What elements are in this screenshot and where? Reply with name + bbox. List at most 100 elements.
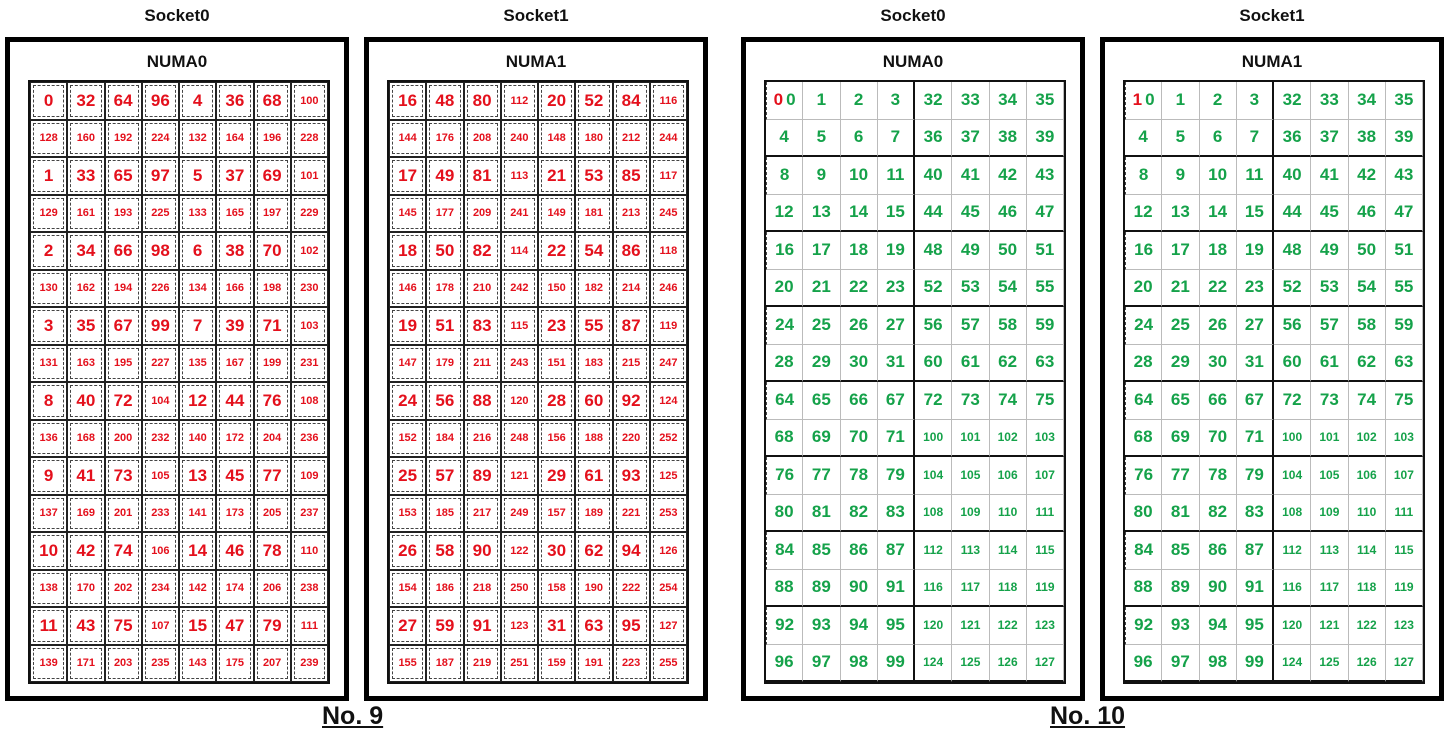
core-cell: 232	[141, 419, 179, 457]
core-cell: 236	[290, 419, 328, 457]
numa-marker: 0	[773, 90, 784, 110]
core-cell: 18	[389, 232, 427, 270]
core-cell: 76	[253, 382, 291, 420]
core-cell: 14	[840, 194, 878, 232]
core-cell: 92	[766, 607, 804, 645]
core-cell: 184	[426, 419, 464, 457]
core-cell: 217	[463, 494, 501, 532]
core-cell: 179	[426, 344, 464, 382]
core-cell: 70	[253, 232, 291, 270]
core-cell: 153	[389, 494, 427, 532]
core-cell: 5	[1162, 119, 1200, 157]
core-cell: 207	[253, 644, 291, 682]
core-cell: 95	[877, 607, 915, 645]
core-cell: 61	[1311, 344, 1349, 382]
core-cell: 83	[463, 307, 501, 345]
core-cell: 109	[1311, 494, 1349, 532]
core-cell: 121	[952, 607, 990, 645]
socket-title: Socket0	[144, 6, 210, 25]
core-cell: 9	[30, 457, 68, 495]
core-cell: 115	[1385, 532, 1423, 570]
core-cell: 27	[389, 607, 427, 645]
core-cell: 62	[575, 532, 613, 570]
core-cell: 111	[290, 607, 328, 645]
core-cell: 50	[1348, 232, 1386, 270]
core-cell: 110	[1348, 494, 1386, 532]
core-cell: 100	[290, 82, 328, 120]
core-cell: 58	[426, 532, 464, 570]
core-cell: 125	[649, 457, 687, 495]
core-cell: 112	[915, 532, 953, 570]
core-cell: 141	[179, 494, 217, 532]
core-cell: 72	[104, 382, 142, 420]
core-cell: 36	[216, 82, 254, 120]
core-cell: 237	[290, 494, 328, 532]
core-cell: 33	[67, 157, 105, 195]
core-cell: 54	[989, 269, 1027, 307]
core-cell: 71	[253, 307, 291, 345]
core-cell: 238	[290, 569, 328, 607]
core-cell: 64	[1125, 382, 1163, 420]
core-cell: 41	[1311, 157, 1349, 195]
core-cell: 93	[803, 607, 841, 645]
core-cell: 108	[915, 494, 953, 532]
core-cell: 56	[1274, 307, 1312, 345]
core-cell: 156	[538, 419, 576, 457]
socket-title: Socket1	[1239, 6, 1305, 25]
core-cell: 227	[141, 344, 179, 382]
core-cell: 119	[649, 307, 687, 345]
core-cell: 99	[1236, 644, 1274, 682]
core-cell: 63	[1026, 344, 1064, 382]
core-cell: 96	[141, 82, 179, 120]
core-cell: 84	[766, 532, 804, 570]
core-cell: 170	[67, 569, 105, 607]
core-cell: 108	[290, 382, 328, 420]
core-cell: 63	[575, 607, 613, 645]
core-cell: 209	[463, 194, 501, 232]
core-cell: 20	[1125, 269, 1163, 307]
core-cell: 140	[179, 419, 217, 457]
core-cell: 93	[612, 457, 650, 495]
core-cell: 115	[1026, 532, 1064, 570]
socket-title: Socket1	[503, 6, 569, 25]
core-cell: 56	[915, 307, 953, 345]
core-cell: 1	[803, 82, 841, 120]
core-cell: 56	[426, 382, 464, 420]
core-cell: 120	[500, 382, 538, 420]
core-cell: 26	[389, 532, 427, 570]
core-cell: 64	[766, 382, 804, 420]
core-cell: 147	[389, 344, 427, 382]
core-cell: 57	[952, 307, 990, 345]
core-cell: 87	[877, 532, 915, 570]
core-cell: 37	[1311, 119, 1349, 157]
core-cell: 50	[426, 232, 464, 270]
core-cell: 124	[649, 382, 687, 420]
core-cell: 10	[840, 157, 878, 195]
core-cell: 64	[104, 82, 142, 120]
core-cell: 230	[290, 269, 328, 307]
core-cell: 159	[538, 644, 576, 682]
core-cell: 40	[67, 382, 105, 420]
core-cell: 171	[67, 644, 105, 682]
core-cell: 66	[104, 232, 142, 270]
core-cell: 62	[1348, 344, 1386, 382]
core-cell: 71	[877, 419, 915, 457]
core-cell: 131	[30, 344, 68, 382]
core-cell: 244	[649, 119, 687, 157]
core-cell: 42	[989, 157, 1027, 195]
core-cell: 51	[1026, 232, 1064, 270]
core-cell: 81	[1162, 494, 1200, 532]
socket-box: NUMA1 1 0 1 2 3 32 33 34 35 4 5 6 7 36 37 38 39 8 9 10 11 40 4…	[1100, 37, 1444, 701]
core-cell: 86	[1199, 532, 1237, 570]
core-cell: 77	[253, 457, 291, 495]
core-cell: 127	[1026, 644, 1064, 682]
core-cell: 10	[30, 532, 68, 570]
core-cell: 88	[1125, 569, 1163, 607]
core-cell: 224	[141, 119, 179, 157]
core-cell: 135	[179, 344, 217, 382]
core-cell: 169	[67, 494, 105, 532]
core-cell: 12	[179, 382, 217, 420]
core-cell: 44	[915, 194, 953, 232]
